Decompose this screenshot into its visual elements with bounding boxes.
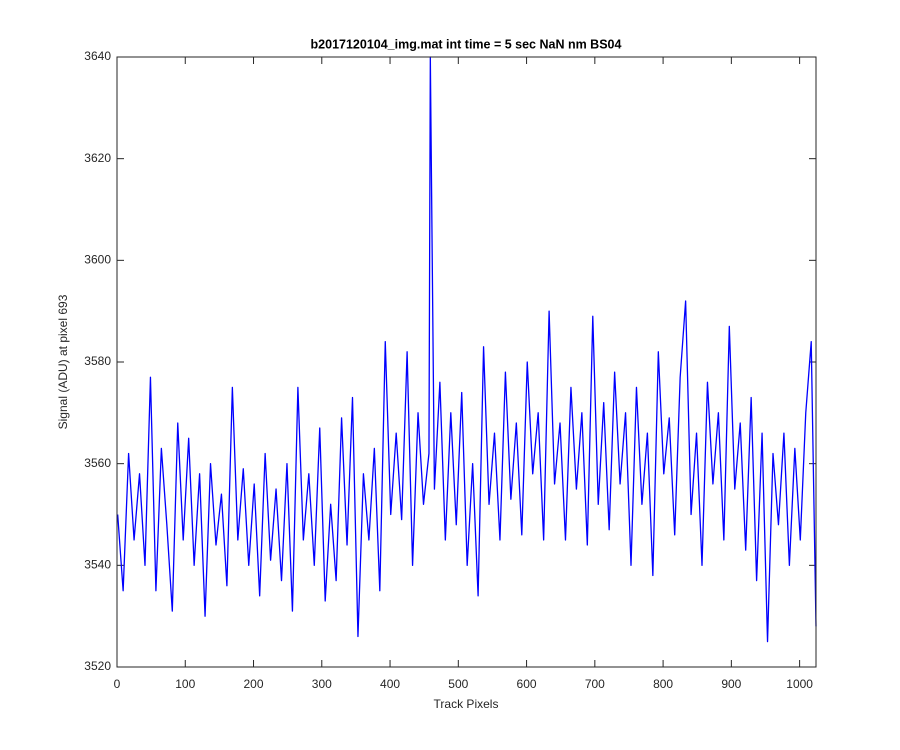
y-tick-label: 3600 (84, 253, 111, 267)
y-tick-label: 3540 (84, 558, 111, 572)
plot-frame (116, 56, 817, 668)
data-line (117, 56, 817, 643)
x-tick-label: 200 (244, 677, 264, 691)
y-tick-label: 3560 (84, 456, 111, 470)
x-tick-label: 300 (312, 677, 332, 691)
y-tick-label: 3580 (84, 354, 111, 368)
x-tick-label: 800 (653, 677, 673, 691)
x-tick-label: 400 (380, 677, 400, 691)
y-tick-label: 3620 (84, 151, 111, 165)
x-tick-label: 600 (517, 677, 537, 691)
x-tick-label: 100 (175, 677, 195, 691)
x-axis-label: Track Pixels (434, 697, 499, 711)
y-axis-label: Signal (ADU) at pixel 693 (56, 294, 70, 429)
y-tick-label: 3520 (84, 659, 111, 673)
chart-title: b2017120104_img.mat int time = 5 sec NaN… (311, 37, 622, 51)
x-tick-label: 900 (721, 677, 741, 691)
x-tick-label: 0 (114, 677, 121, 691)
x-tick-label: 1000 (786, 677, 813, 691)
x-tick-label: 500 (448, 677, 468, 691)
x-tick-label: 700 (585, 677, 605, 691)
y-tick-label: 3640 (84, 49, 111, 63)
